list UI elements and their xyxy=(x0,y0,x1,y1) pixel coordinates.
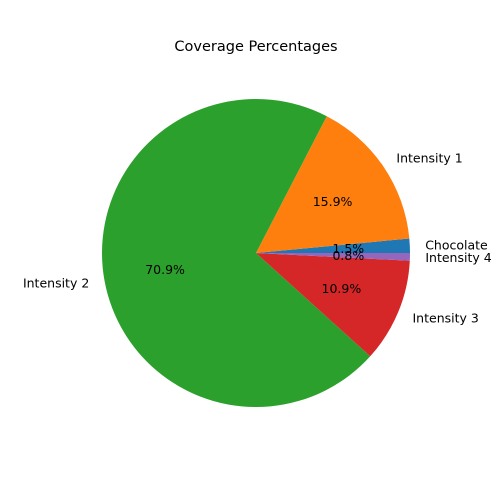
chart-title: Coverage Percentages xyxy=(174,39,337,55)
slice-percent-intensity-1: 15.9% xyxy=(313,194,353,209)
slice-category-labels: Chocolate Intensity 1 Intensity 2 Intensity… xyxy=(23,151,492,326)
pie-slice-intensity-4 xyxy=(256,253,410,261)
pie-slice-intensity-2 xyxy=(102,99,371,407)
slice-percent-chocolate: 1.5% xyxy=(332,241,364,256)
pie-slice-intensity-1 xyxy=(256,116,410,253)
slice-percent-labels: 1.5% 15.9% 70.9% 10.9% 0.8% xyxy=(145,194,364,296)
slice-label-intensity-3: Intensity 3 xyxy=(413,310,479,325)
pie-slice-intensity-3 xyxy=(256,253,410,357)
slice-percent-intensity-4: 0.8% xyxy=(332,248,364,263)
slice-label-intensity-1: Intensity 1 xyxy=(396,151,462,166)
slice-percent-intensity-3: 10.9% xyxy=(322,281,362,296)
slice-label-intensity-2: Intensity 2 xyxy=(23,276,89,291)
slice-label-chocolate: Chocolate xyxy=(425,238,488,253)
slice-percent-intensity-2: 70.9% xyxy=(145,262,185,277)
pie-slices xyxy=(102,99,410,407)
slice-label-intensity-4: Intensity 4 xyxy=(425,250,491,265)
pie-slice-chocolate xyxy=(256,238,410,253)
